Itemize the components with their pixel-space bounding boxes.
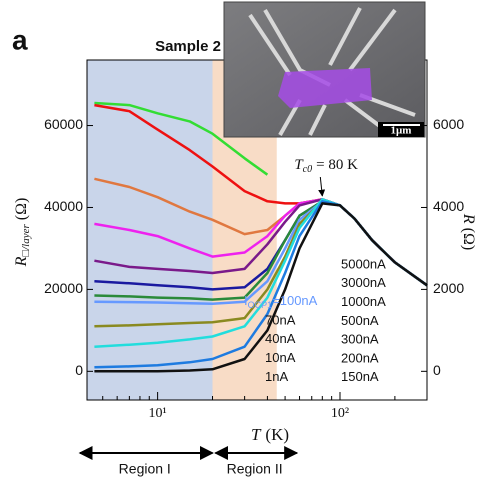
legend-current-label: I [244,293,248,308]
y-axis-symbol: R [13,256,30,267]
y-tick-label: 0 [75,362,83,378]
scale-label: 1μm [391,125,412,137]
y-tick-label: 20000 [44,280,83,296]
legend-entry: 40nA [265,331,296,346]
y2-axis-unit: (Ω) [460,228,477,251]
x-tick-label: 10² [331,406,349,421]
tc-annotation-part: c0 [303,164,312,175]
legend-entry: 300nA [341,332,379,347]
x-axis-unit: (K) [265,425,289,444]
legend-entry-name: 100nA [280,293,318,308]
inset: 1μm [223,1,426,138]
y2-axis-symbol: R [460,213,477,224]
x-axis-title: T (K) [251,425,289,444]
tc-arrow [318,176,326,197]
series-line [94,101,269,176]
sample-flake [278,68,372,108]
legend-entry: 150nA [341,369,379,384]
y-axis-unit: (Ω) [13,198,30,221]
legend-current-label: = [272,293,280,308]
legend-entry: 70nA [265,312,296,327]
chart-title: Sample 2 [155,38,221,55]
y-axis-title: R□/layer (Ω) [13,198,32,268]
y-tick-label: 40000 [44,198,83,214]
y-axis-subscript: □/layer [20,224,32,257]
y2-tick-label: 0 [433,362,441,378]
x-axis-symbol: T [251,425,262,444]
y2-axis-title: R (Ω) [460,213,477,250]
series-line [94,202,428,373]
legend-entry: 1nA [265,369,288,384]
panel-label: a [12,24,28,55]
legend-entry: 10nA [265,350,296,365]
legend-entry: IOCP1=100nA [244,293,318,310]
tc-annotation: Tc0 = 80 K [294,157,358,175]
legend-current-label: OCP1 [248,300,273,310]
region-label: Region I [119,461,171,477]
y2-tick-label: 6000 [433,116,464,132]
tc-annotation-part: T [294,157,304,173]
legend-entry: 200nA [341,350,379,365]
region-label: Region II [227,461,283,477]
y2-tick-label: 2000 [433,280,464,296]
legend-entry: 1000nA [341,294,386,309]
legend-entry: 3000nA [341,275,386,290]
legend-entry: 5000nA [341,256,386,271]
x-tick-label: 10¹ [149,406,167,421]
legend-entry: 500nA [341,313,379,328]
y2-tick-label: 4000 [433,198,464,214]
tc-annotation-part: = 80 K [316,157,358,173]
y-tick-label: 60000 [44,116,83,132]
